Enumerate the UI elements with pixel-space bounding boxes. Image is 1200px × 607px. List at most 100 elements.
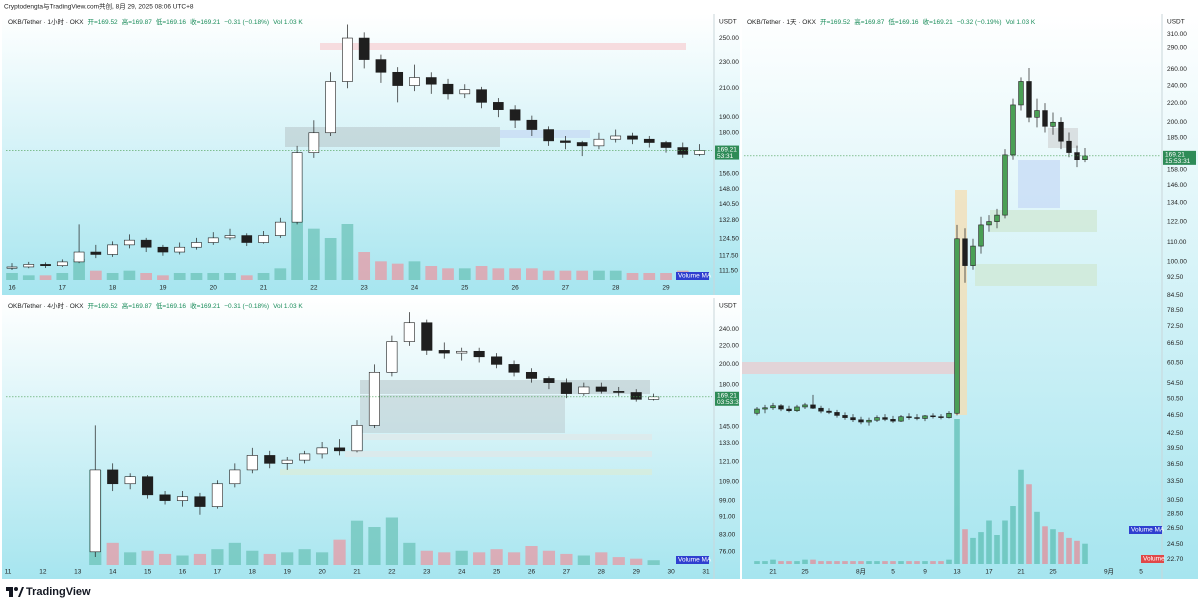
x-tick-label: 21 (260, 285, 268, 292)
x-tick-label: 31 (702, 569, 710, 576)
candle-body (610, 135, 622, 140)
currency: USDT (1167, 19, 1185, 26)
candle-body (842, 415, 848, 418)
volume-bar (106, 273, 119, 280)
volume-bar (123, 270, 136, 280)
volume-bar (986, 520, 992, 564)
candle-body (281, 459, 293, 464)
candle-body (648, 396, 660, 400)
candle-body (425, 77, 437, 85)
zone (1018, 160, 1060, 208)
ohlc-legend: 高=169.87 (854, 17, 885, 26)
candle-body (962, 238, 968, 266)
candle-body (456, 350, 468, 354)
volume-bar (475, 266, 488, 280)
x-tick-label: 12 (39, 569, 47, 576)
y-tick-label: 210.00 (719, 85, 739, 92)
y-tick-label: 220.00 (719, 343, 739, 350)
candle-body (627, 135, 638, 140)
price-label: 169.21 (1165, 152, 1185, 159)
x-tick-label: 9 (923, 569, 927, 576)
volume-bar (281, 552, 294, 565)
volume-bar (1034, 511, 1040, 564)
candle-body (1082, 155, 1088, 160)
zone (990, 210, 1097, 232)
volume-bar (560, 553, 573, 565)
x-tick-label: 16 (179, 569, 187, 576)
indicator-label: Volume MA (1131, 527, 1165, 534)
x-tick-label: 21 (769, 569, 777, 576)
volume-bar (762, 561, 768, 564)
candle-body (874, 417, 880, 421)
candle-body (630, 392, 642, 400)
logo (6, 587, 24, 597)
volume-bar (341, 224, 354, 280)
x-tick-label: 13 (74, 569, 82, 576)
candle-body (526, 119, 538, 130)
volume-bar (874, 561, 880, 564)
volume-bar (595, 552, 608, 565)
candle-body (368, 371, 380, 426)
x-tick-label: 22 (310, 285, 318, 292)
x-tick-label: 16 (8, 285, 16, 292)
y-tick-label: 134.00 (1167, 199, 1187, 206)
volume-bar (240, 275, 253, 280)
candle-body (1042, 110, 1048, 127)
y-tick-label: 46.50 (1167, 412, 1184, 419)
y-tick-label: 42.50 (1167, 430, 1184, 437)
candle-body (508, 364, 520, 373)
candle-body (459, 89, 471, 95)
candle-body (930, 415, 936, 418)
candle-body (834, 412, 840, 416)
x-tick-label: 9月 (1104, 568, 1114, 576)
volume-bar (978, 532, 984, 564)
candle-body (124, 239, 135, 246)
candle-body (890, 419, 896, 422)
candle-body (1026, 81, 1032, 118)
volume-bar (850, 561, 856, 564)
x-tick-label: 18 (249, 569, 257, 576)
candle-body (882, 417, 888, 420)
volume-bar (866, 561, 872, 564)
volume-bar (794, 561, 800, 564)
x-tick-label: 17 (59, 285, 67, 292)
ohlc-legend: −0.32 (−0.19%) (957, 19, 1002, 26)
volume-bar (375, 261, 387, 280)
candle-body (938, 416, 944, 418)
candle-body (593, 138, 605, 147)
y-tick-label: 26.50 (1167, 525, 1184, 532)
candle-body (421, 322, 433, 351)
candle-body (56, 261, 68, 266)
volume-bar (770, 559, 776, 564)
candle-body (442, 83, 454, 95)
symbol-title: OKB/Tether · 4小时 · OKX (8, 301, 84, 310)
currency: USDT (719, 303, 737, 310)
volume-bar (124, 552, 137, 565)
candle-body (978, 224, 984, 247)
candle-body (906, 416, 912, 418)
y-tick-label: 190.00 (719, 114, 739, 121)
y-tick-label: 122.00 (1167, 218, 1187, 225)
x-tick-label: 23 (361, 285, 369, 292)
x-tick-label: 25 (1049, 569, 1057, 576)
candle-body (264, 455, 276, 464)
ohlc-legend: 低=169.16 (156, 17, 187, 26)
y-tick-label: 66.50 (1167, 340, 1184, 347)
volume-bar (207, 273, 220, 280)
y-tick-label: 156.00 (719, 171, 739, 178)
volume-bar (56, 273, 69, 280)
candle-body (392, 71, 404, 86)
candle-body (1058, 121, 1064, 142)
candle-body (922, 415, 928, 419)
volume-bar (890, 561, 896, 564)
x-tick-label: 25 (461, 285, 469, 292)
y-tick-label: 200.00 (719, 361, 739, 368)
volume-bar (802, 559, 808, 564)
y-tick-label: 132.80 (719, 217, 739, 224)
candle-body (643, 138, 655, 143)
candle-body (375, 59, 387, 73)
x-tick-label: 27 (563, 569, 571, 576)
candle-body (1050, 121, 1056, 127)
candle-body (794, 406, 800, 412)
x-tick-label: 28 (612, 285, 620, 292)
